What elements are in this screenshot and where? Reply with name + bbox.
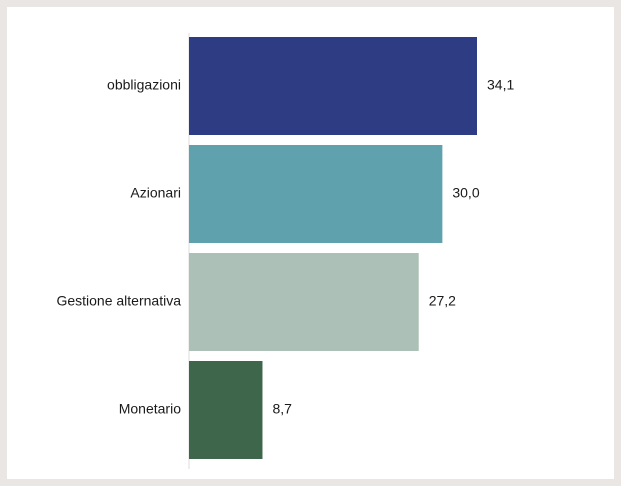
chart-panel: obbligazioni 34,1 Azionari 30,0 Gestione alt…	[7, 7, 614, 479]
bar-obbligazioni	[189, 37, 477, 135]
category-label: obbligazioni	[107, 77, 181, 93]
category-label: Azionari	[130, 185, 181, 201]
bar-chart: obbligazioni 34,1 Azionari 30,0 Gestione alt…	[56, 33, 514, 469]
value-label: 30,0	[452, 185, 479, 201]
bar-monetario	[189, 361, 263, 459]
value-label: 8,7	[272, 401, 292, 417]
value-label: 34,1	[487, 77, 514, 93]
bar-azionari	[189, 145, 443, 243]
category-label: Gestione alternativa	[56, 293, 181, 309]
bar-gestione-alternativa	[189, 253, 419, 351]
value-label: 27,2	[429, 293, 456, 309]
category-label: Monetario	[119, 401, 181, 417]
